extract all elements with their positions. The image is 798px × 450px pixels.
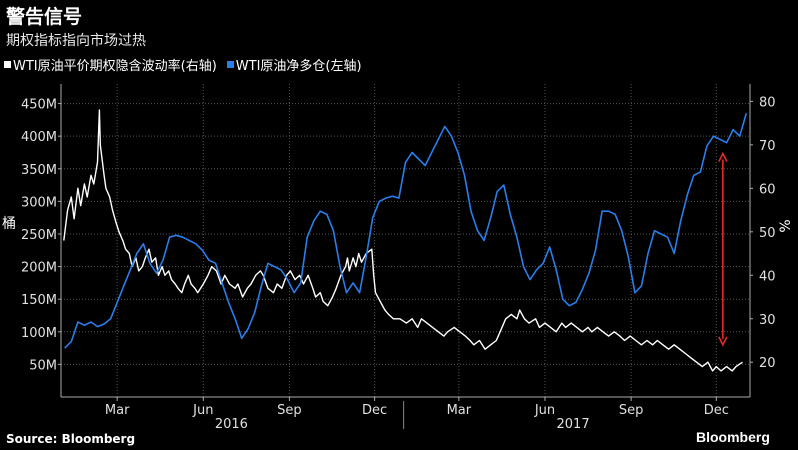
y-right-axis-label: % — [778, 219, 794, 232]
y-right-tick-label: 60 — [759, 182, 776, 197]
y-left-tick-label: 250M — [21, 228, 57, 243]
y-left-tick-label: 150M — [21, 293, 57, 308]
y-left-tick-label: 200M — [21, 261, 57, 276]
series-line-implied-vol — [63, 109, 743, 372]
legend: WTI原油平价期权隐含波动率(右轴) WTI原油净多仓(左轴) — [4, 55, 372, 74]
chart-title: 警告信号 — [6, 6, 83, 28]
y-left-tick-label: 400M — [21, 130, 57, 145]
y-right-tick-label: 30 — [759, 313, 776, 328]
y-left-tick-label: 50M — [29, 358, 57, 373]
y-left-axis-label: 桶 — [2, 216, 16, 232]
y-left-tick-label: 100M — [21, 326, 57, 341]
legend-label-net-long: WTI原油净多仓(左轴) — [235, 59, 362, 74]
y-left-tick-label: 350M — [21, 163, 57, 178]
x-tick-label: Sep — [619, 403, 644, 418]
x-tick-label: Jun — [534, 403, 555, 418]
x-tick-label: Mar — [447, 403, 472, 418]
source-note: Source: Bloomberg — [6, 432, 136, 446]
x-tick-label: Mar — [105, 403, 130, 418]
y-left-tick-label: 300M — [21, 195, 57, 210]
year-label: 2016 — [215, 417, 248, 432]
legend-swatch-implied-vol — [4, 61, 11, 68]
y-right-tick-label: 40 — [759, 269, 776, 284]
legend-label-implied-vol: WTI原油平价期权隐含波动率(右轴) — [13, 59, 217, 74]
annotation-arrow-head-top — [718, 151, 728, 162]
x-tick-label: Sep — [277, 403, 302, 418]
y-left-tick-label: 450M — [21, 98, 57, 113]
y-right-tick-label: 80 — [759, 95, 776, 110]
chart-subtitle: 期权指标指向市场过热 — [6, 33, 146, 49]
series-line-net-long — [64, 113, 748, 349]
y-right-tick-label: 70 — [759, 139, 776, 154]
y-right-tick-label: 50 — [759, 226, 776, 241]
x-tick-label: Jun — [192, 403, 213, 418]
y-right-tick-label: 20 — [759, 356, 776, 371]
annotation-arrow-head-bottom — [718, 336, 728, 347]
bloomberg-logo: Bloomberg — [696, 429, 770, 445]
legend-item-implied-vol: WTI原油平价期权隐含波动率(右轴) — [4, 55, 217, 74]
year-label: 2017 — [557, 417, 590, 432]
x-tick-label: Dec — [704, 403, 729, 418]
legend-swatch-net-long — [226, 61, 234, 68]
legend-item-net-long: WTI原油净多仓(左轴) — [226, 55, 362, 74]
x-tick-label: Dec — [362, 403, 387, 418]
